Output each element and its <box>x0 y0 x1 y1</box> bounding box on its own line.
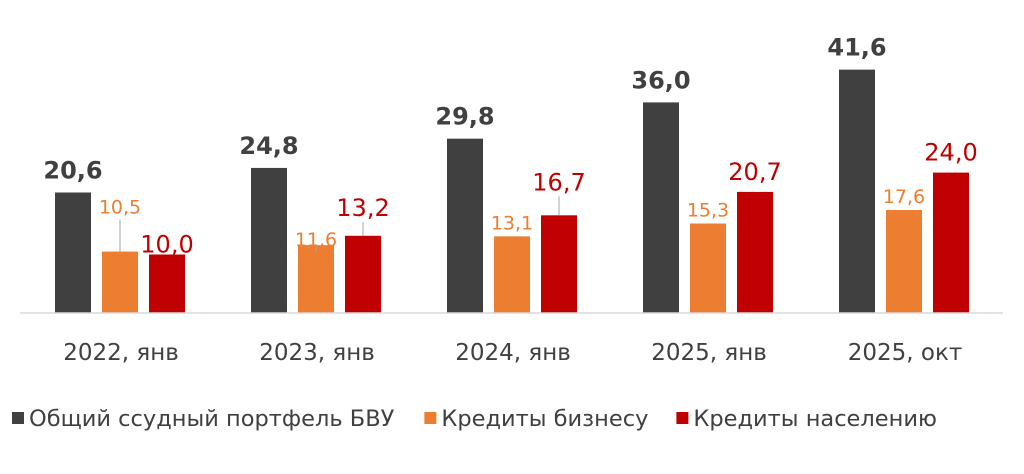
bar-1-3 <box>447 138 483 313</box>
data-label-2-4: 15,3 <box>687 199 729 221</box>
bar-3-3 <box>541 215 577 313</box>
data-label-3-1: 10,0 <box>140 231 193 259</box>
bar-1-1 <box>55 192 91 313</box>
category-labels-layer: 2022, янв 2023, янв 2024, янв 2025, янв 2025… <box>63 340 962 366</box>
category-label: 2022, янв <box>63 340 179 366</box>
data-label-1-3: 29,8 <box>435 103 494 131</box>
legend-label-3: Кредиты населению <box>693 406 937 432</box>
data-label-1-2: 24,8 <box>239 132 298 160</box>
bar-2-1 <box>102 251 138 313</box>
data-label-3-5: 24,0 <box>924 139 977 167</box>
bar-2-3 <box>494 236 530 313</box>
data-label-3-2: 13,2 <box>336 194 389 222</box>
bar-3-5 <box>933 172 969 313</box>
data-label-2-3: 13,1 <box>491 212 533 234</box>
legend-label-2: Кредиты бизнесу <box>441 406 648 432</box>
bar-1-4 <box>643 102 679 314</box>
data-label-1-4: 36,0 <box>631 66 690 94</box>
category-label: 2023, янв <box>259 340 375 366</box>
legend-swatch-2 <box>424 412 437 424</box>
bar-2-4 <box>690 223 726 313</box>
category-label: 2025, янв <box>651 340 767 366</box>
data-label-3-4: 20,7 <box>728 158 781 186</box>
legend-swatch-1 <box>12 412 24 424</box>
bar-3-2 <box>345 235 381 313</box>
category-label: 2024, янв <box>455 340 571 366</box>
data-label-2-1: 10,5 <box>99 197 141 219</box>
legend-label-1: Общий ссудный портфель БВУ <box>29 406 395 432</box>
data-labels-layer: 20,6 10,5 10,0 24,8 11,6 13,2 29,8 13,1 16,7 36,0… <box>43 34 977 259</box>
data-label-1-1: 20,6 <box>43 156 102 184</box>
bar-1-5 <box>839 69 875 313</box>
bar-3-4 <box>737 191 773 313</box>
legend: Общий ссудный портфель БВУ Кредиты бизнес… <box>12 406 937 432</box>
leader-lines-layer <box>119 196 560 253</box>
bar-3-1 <box>149 254 185 313</box>
bar-1-2 <box>251 167 287 313</box>
data-label-2-2: 11,6 <box>295 229 337 251</box>
category-label: 2025, окт <box>848 340 963 366</box>
legend-swatch-3 <box>676 412 689 424</box>
bars-layer <box>55 69 969 314</box>
data-label-3-3: 16,7 <box>532 168 585 196</box>
data-label-2-5: 17,6 <box>883 186 925 208</box>
data-label-1-5: 41,6 <box>827 34 886 62</box>
bar-2-2 <box>298 245 334 313</box>
bar-2-5 <box>886 210 922 313</box>
